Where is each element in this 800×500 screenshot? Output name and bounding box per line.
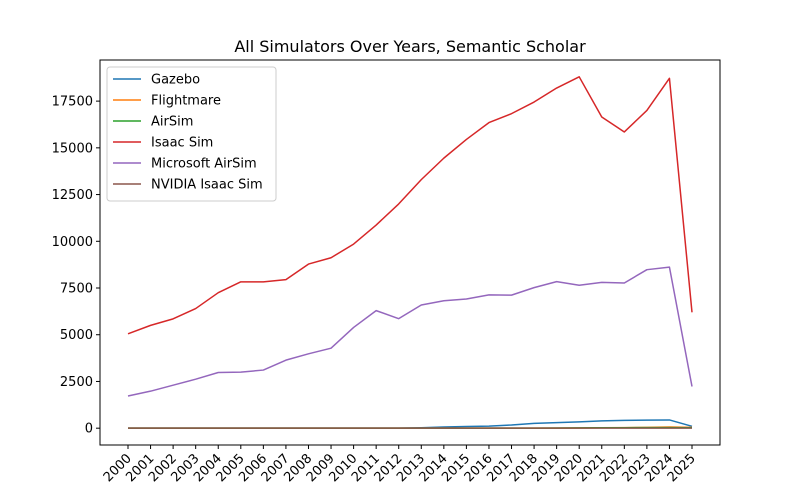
y-tick-label: 17500 — [52, 95, 93, 110]
legend-label: AirSim — [151, 115, 193, 130]
legend-box — [106, 66, 277, 202]
y-axis: 0 2500 5000 7500 10000 12500 15000 17500 — [52, 95, 100, 437]
series-line-microsoft-airsim — [127, 266, 693, 397]
y-tick-label: 0 — [85, 422, 93, 437]
x-axis: 2000200120022003200420052006200720082009… — [101, 445, 699, 485]
series-line-gazebo — [128, 419, 693, 429]
legend-label: Gazebo — [151, 73, 200, 88]
y-tick-label: 2500 — [60, 375, 93, 390]
y-tick-label: 15000 — [52, 141, 93, 156]
y-tick-label: 12500 — [52, 188, 93, 203]
y-tick-label: 7500 — [60, 282, 93, 297]
y-tick-label: 10000 — [52, 235, 93, 250]
legend-label: NVIDIA Isaac Sim — [151, 178, 263, 193]
legend-label: Microsoft AirSim — [151, 157, 257, 172]
chart-title: All Simulators Over Years, Semantic Scho… — [234, 37, 586, 56]
plot-area-frame — [99, 59, 721, 446]
y-tick-label: 5000 — [60, 328, 93, 343]
series-line-isaac-sim — [127, 76, 693, 335]
series-layer — [127, 76, 693, 429]
legend-label: Flightmare — [151, 94, 221, 109]
legend: Gazebo Flightmare AirSim Isaac Sim Microsoft… — [106, 66, 277, 202]
legend-label: Isaac Sim — [151, 136, 213, 151]
